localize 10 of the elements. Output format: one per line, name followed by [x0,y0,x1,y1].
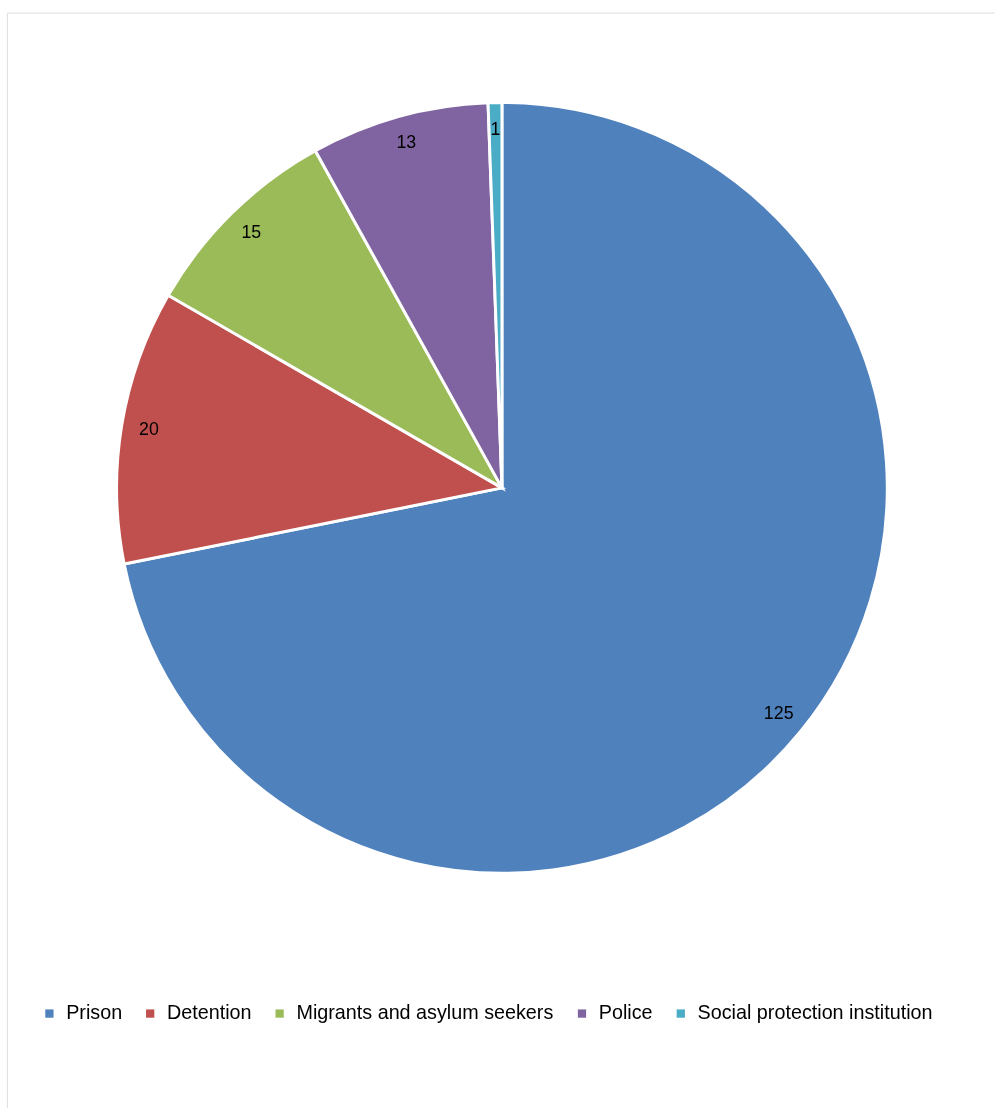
legend-label: Detention [166,1001,252,1024]
data-label: 13 [396,132,417,153]
legend-label: Police [598,1001,653,1024]
legend-label: Migrants and asylum seekers [296,1001,554,1024]
legend-label: Social protection institution [697,1001,933,1024]
data-label: 15 [241,221,262,242]
legend-label: Prison [66,1001,123,1024]
data-label: 1 [490,119,501,140]
data-label: 125 [763,703,794,724]
data-label: 20 [139,418,159,439]
